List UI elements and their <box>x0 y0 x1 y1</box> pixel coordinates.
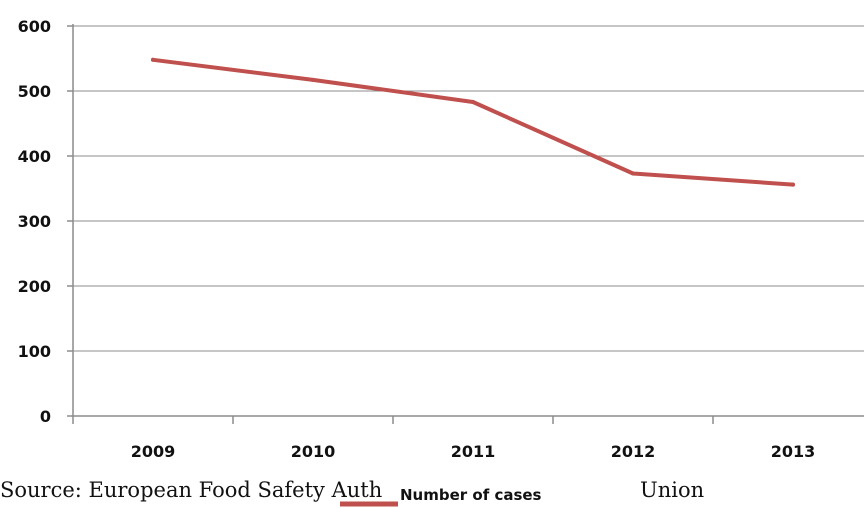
axes <box>67 24 864 424</box>
data-point-2011 <box>471 100 475 104</box>
x-tick-label-2011: 2011 <box>451 442 496 461</box>
data-point-2013 <box>791 182 795 187</box>
series-line-0 <box>151 57 795 187</box>
source-fragment-right: Union <box>640 478 705 502</box>
legend: Number of cases <box>340 486 542 507</box>
gridlines <box>73 25 864 352</box>
source-fragment-left: Source: European Food Safety Auth <box>0 478 383 502</box>
y-tick-label-200: 200 <box>18 277 51 296</box>
legend-label-number-of-cases: Number of cases <box>400 486 542 504</box>
y-tick-label-100: 100 <box>18 342 51 361</box>
series-lines <box>151 57 795 187</box>
data-point-2012 <box>631 171 635 176</box>
x-tick-label-2012: 2012 <box>611 442 656 461</box>
y-tick-label-300: 300 <box>18 212 51 231</box>
data-point-2009 <box>151 57 155 62</box>
y-tick-label-600: 600 <box>18 17 51 36</box>
y-axis-tick-labels: 0 100 200 300 400 500 600 <box>18 17 51 426</box>
data-point-2010 <box>311 77 315 82</box>
y-tick-label-500: 500 <box>18 82 51 101</box>
y-tick-label-400: 400 <box>18 147 51 166</box>
x-tick-label-2013: 2013 <box>771 442 816 461</box>
x-tick-label-2009: 2009 <box>131 442 176 461</box>
x-tick-label-2010: 2010 <box>291 442 336 461</box>
x-axis-tick-labels: 2009 2010 2011 2012 2013 <box>131 442 816 461</box>
y-tick-label-0: 0 <box>40 407 51 426</box>
